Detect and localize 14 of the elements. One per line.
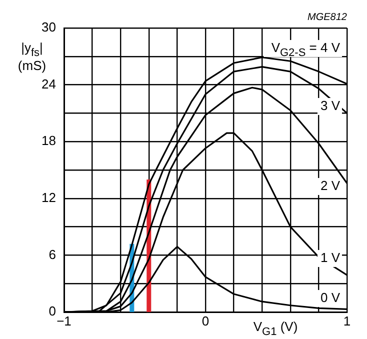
series-label: 1 V: [320, 250, 340, 265]
x-tick-label: −1: [56, 313, 72, 328]
y-tick-label: 30: [42, 20, 56, 35]
series-label: 3 V: [320, 98, 340, 113]
text: MGE812: [308, 12, 348, 23]
y-tick-label: 24: [42, 76, 56, 92]
y-tick-label: 6: [48, 246, 56, 262]
y-tick-label: 0: [48, 304, 56, 319]
y-tick-label: 12: [42, 190, 56, 205]
x-tick-label: 1: [343, 313, 351, 328]
x-tick-label: 0: [202, 313, 210, 328]
series-label: 0 V: [320, 290, 340, 305]
series-label: 2 V: [320, 178, 340, 193]
y-tick-label: 18: [42, 133, 56, 148]
